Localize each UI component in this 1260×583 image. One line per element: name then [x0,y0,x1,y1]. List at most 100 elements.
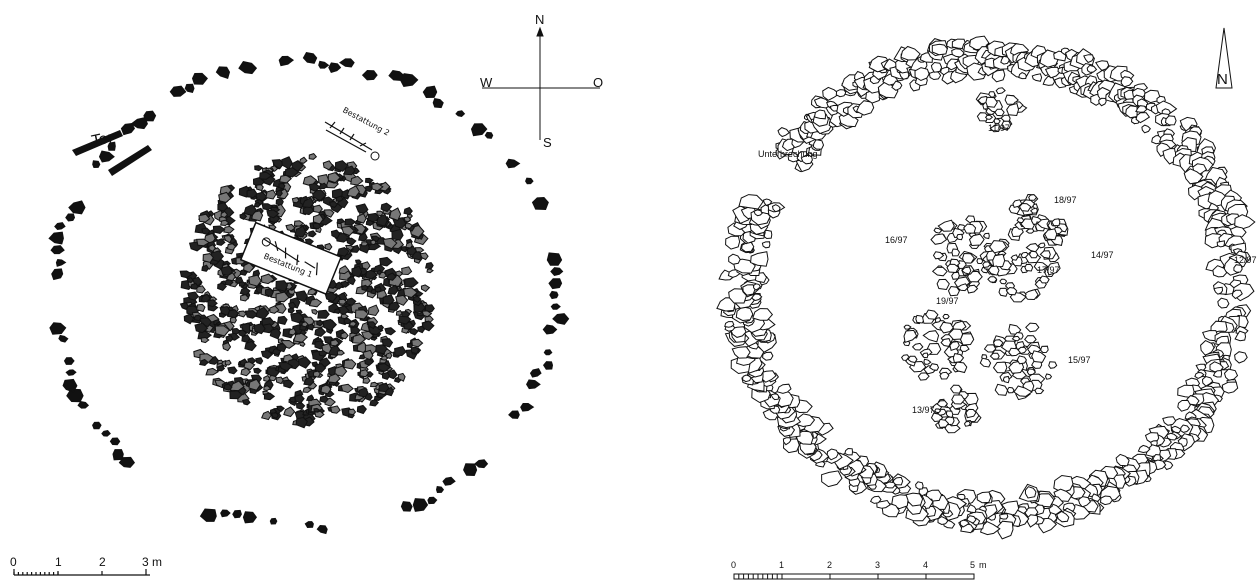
stone [338,265,350,275]
scale-bar-left [13,569,150,576]
stone [298,156,308,164]
stone [239,213,248,221]
stone [426,268,434,274]
stone [359,369,370,378]
stone [401,310,411,318]
stone [1120,76,1134,88]
feature-label-18-97: 18/97 [1054,195,1077,205]
stone [397,372,406,382]
stone [239,287,251,296]
stone-circle-plan-right: N Unterbrechung 11/97 18/97 16/97 17/97 … [700,0,1260,583]
stone [275,376,284,385]
stone [967,270,983,283]
stone [1213,286,1224,295]
stone [316,319,325,327]
stone [379,256,393,267]
stone [384,327,397,336]
stone [1002,375,1010,384]
stone [194,322,209,334]
stone [242,511,258,524]
stone [548,278,563,290]
stone [223,225,235,234]
stone [394,346,407,357]
stone [993,118,1001,125]
stone [350,326,361,335]
stone [341,225,355,237]
stone [238,60,258,75]
stone [1031,350,1047,363]
stone [361,284,369,291]
stone [404,277,419,288]
stone [876,499,891,509]
stone [921,352,929,359]
stone [731,346,751,359]
stone [403,216,412,223]
stone [821,470,843,488]
scale-tick-2: 2 [99,555,106,569]
stone [949,341,960,352]
stone [963,420,971,427]
stone [196,303,206,313]
stone [1048,361,1058,369]
stone [345,297,357,306]
stone [334,365,348,377]
stone [295,416,309,429]
stone [1234,351,1248,364]
stone [992,361,1008,374]
stone [1001,120,1012,130]
stone [1221,381,1239,394]
stone [371,182,384,192]
stone [1083,54,1094,64]
stone [191,72,208,85]
stone [776,383,792,394]
stone [327,373,341,384]
central-cairn [179,153,435,429]
stone [291,159,304,172]
stone [68,200,86,215]
stone [1034,387,1045,395]
stone [275,189,283,197]
stone [240,322,252,335]
stone [65,213,76,222]
stone [207,299,218,308]
stone [770,393,780,401]
stone [930,61,943,73]
stone [346,237,357,246]
stone [399,73,419,87]
stone [232,509,242,519]
stone [934,408,942,414]
stone [931,266,948,277]
stone [385,352,393,359]
scale-tick-1: 1 [55,555,62,569]
stone [1025,243,1040,253]
stone [377,363,392,372]
stone [542,361,554,370]
stone [50,245,65,255]
stone [356,404,367,415]
stone [382,293,395,305]
stone [313,407,321,413]
stone [316,524,328,535]
stone [929,363,940,371]
stone [269,517,278,525]
stone [1024,486,1037,499]
stone [959,333,975,346]
burial-2-drawing [324,121,380,161]
scale-tick-3: 3 [142,555,149,569]
stone [322,318,338,332]
stone [284,167,300,178]
stone [365,219,375,226]
stone [302,52,318,64]
stone [968,233,985,247]
stone [470,123,488,137]
stone [750,251,769,267]
stone [358,387,369,398]
stone [201,264,210,272]
feature-label-16-97: 16/97 [885,235,908,245]
stone [1028,194,1038,201]
stone [923,358,932,365]
stone [244,340,257,352]
stone [1212,369,1223,378]
stone [526,379,541,390]
stone [1234,214,1256,230]
